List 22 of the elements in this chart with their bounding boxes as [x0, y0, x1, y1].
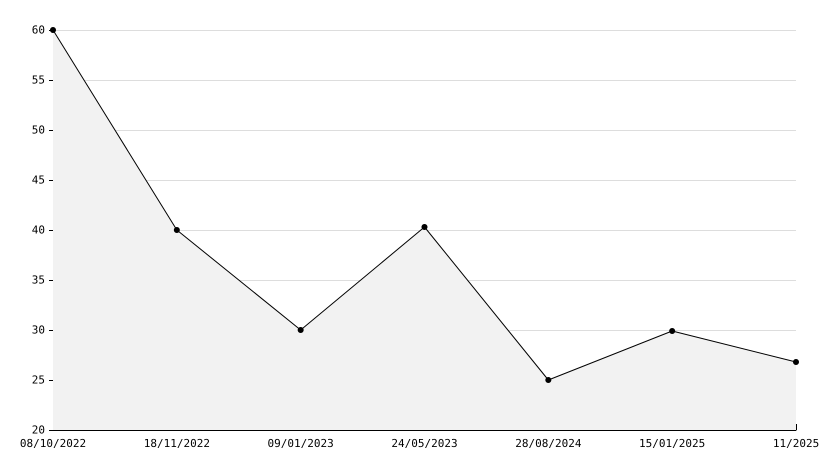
point	[793, 359, 799, 365]
y-tick-label: 25	[32, 374, 45, 386]
x-tick-label: 28/08/2024	[515, 437, 582, 450]
y-tick-label: 35	[32, 274, 45, 286]
y-tick-label: 60	[32, 24, 45, 36]
x-tick-label: 24/05/2023	[391, 437, 458, 450]
y-tick-label: 50	[32, 124, 45, 136]
y-tick-label: 45	[32, 174, 45, 186]
point	[174, 227, 180, 233]
y-tick-label: 20	[32, 424, 45, 436]
x-tick-label: 15/01/2025	[639, 437, 706, 450]
y-tick-label: 30	[32, 324, 45, 336]
point	[669, 328, 676, 334]
point	[545, 377, 552, 383]
x-tick-label: 18/11/2022	[144, 437, 210, 450]
point	[422, 224, 428, 230]
y-tick-label: 40	[32, 224, 45, 236]
y-tick-label: 55	[32, 74, 45, 86]
point	[298, 327, 304, 333]
x-tick-label: 08/10/2022	[20, 437, 86, 450]
x-tick-label: 11/2025	[772, 437, 820, 450]
x-tick-label: 09/01/2023	[268, 437, 334, 450]
